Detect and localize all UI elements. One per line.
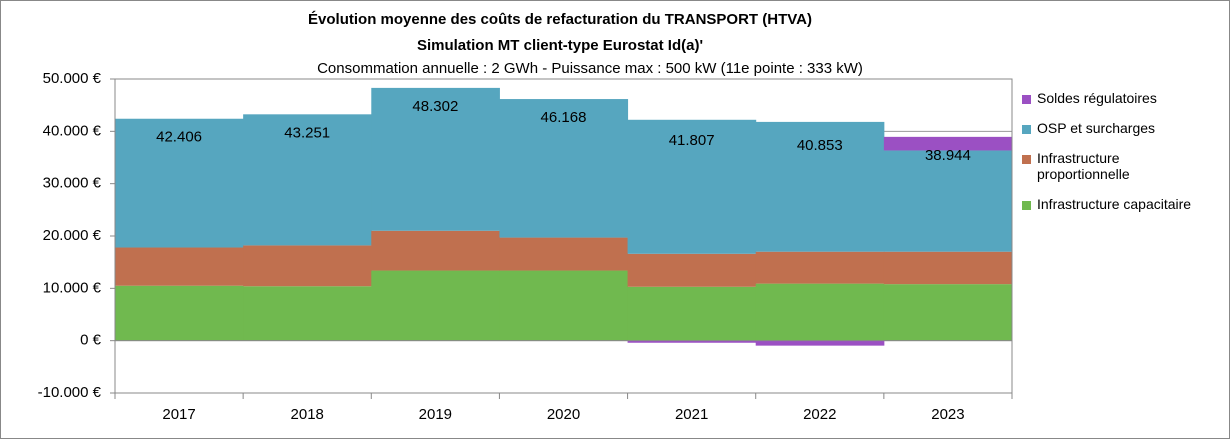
chart-title: Évolution moyenne des coûts de refactura… [308, 11, 812, 28]
area-segment [499, 99, 629, 238]
total-label: 46.168 [541, 109, 587, 126]
legend-swatch [1022, 155, 1031, 164]
total-label: 42.406 [156, 129, 202, 146]
legend-label: OSP et surcharges [1037, 120, 1156, 136]
area-segment [883, 150, 1013, 252]
x-tick-label: 2022 [803, 406, 836, 423]
total-label: 40.853 [797, 137, 843, 154]
area-segment [499, 270, 629, 341]
area-segment [371, 87, 500, 231]
total-label: 48.302 [412, 98, 458, 115]
total-label: 41.807 [669, 132, 715, 149]
x-tick-label: 2023 [931, 406, 964, 423]
x-tick-label: 2019 [419, 406, 452, 423]
area-segment [755, 283, 885, 341]
area-segment [115, 285, 244, 341]
area-segment [883, 251, 1013, 285]
area-segment [371, 270, 500, 341]
area-segment [115, 118, 244, 248]
area-segment [883, 284, 1013, 341]
legend-swatch [1022, 125, 1031, 134]
area-segment [755, 340, 885, 346]
y-tick-label: 10.000 € [43, 279, 102, 296]
legend-swatch [1022, 95, 1031, 104]
area-segment [627, 340, 757, 343]
y-tick-label: -10.000 € [38, 384, 102, 401]
chart-subtitle: Simulation MT client-type Eurostat Id(a)… [417, 37, 703, 54]
legend-item: Infrastructure capacitaire [1022, 196, 1222, 212]
area-segment [755, 121, 885, 252]
x-tick-label: 2017 [162, 406, 195, 423]
total-label: 43.251 [284, 124, 330, 141]
legend-label: Infrastructure capacitaire [1037, 196, 1192, 212]
area-segment [883, 136, 1013, 151]
legend-item: Soldes régulatoires [1022, 90, 1222, 106]
legend-label: Infrastructure proportionnelle [1037, 150, 1130, 182]
area-segment [627, 119, 757, 254]
legend: Soldes régulatoires OSP et surcharges Infr… [1022, 90, 1222, 226]
y-tick-label: 20.000 € [43, 227, 102, 244]
y-tick-label: 40.000 € [43, 122, 102, 139]
legend-item: OSP et surcharges [1022, 120, 1222, 136]
area-segment [627, 286, 757, 341]
y-tick-label: 30.000 € [43, 175, 102, 192]
plot-frame [114, 78, 1013, 394]
area-segment [627, 253, 757, 287]
area-segment [371, 230, 500, 271]
legend-item: Infrastructure proportionnelle [1022, 150, 1222, 182]
area-segment [243, 245, 372, 287]
area-segment [243, 286, 372, 341]
total-label: 38.944 [925, 147, 971, 164]
x-tick-label: 2018 [291, 406, 324, 423]
area-segment [243, 114, 372, 246]
legend-label: Soldes régulatoires [1037, 90, 1157, 106]
chart-note: Consommation annuelle : 2 GWh - Puissanc… [317, 60, 863, 77]
area-segment [499, 237, 629, 271]
area-segment [115, 247, 244, 286]
legend-swatch [1022, 201, 1031, 210]
y-tick-label: 0 € [80, 332, 102, 349]
x-tick-label: 2021 [675, 406, 708, 423]
area-segment [755, 251, 885, 284]
y-tick-label: 50.000 € [43, 70, 102, 87]
x-tick-label: 2020 [547, 406, 580, 423]
